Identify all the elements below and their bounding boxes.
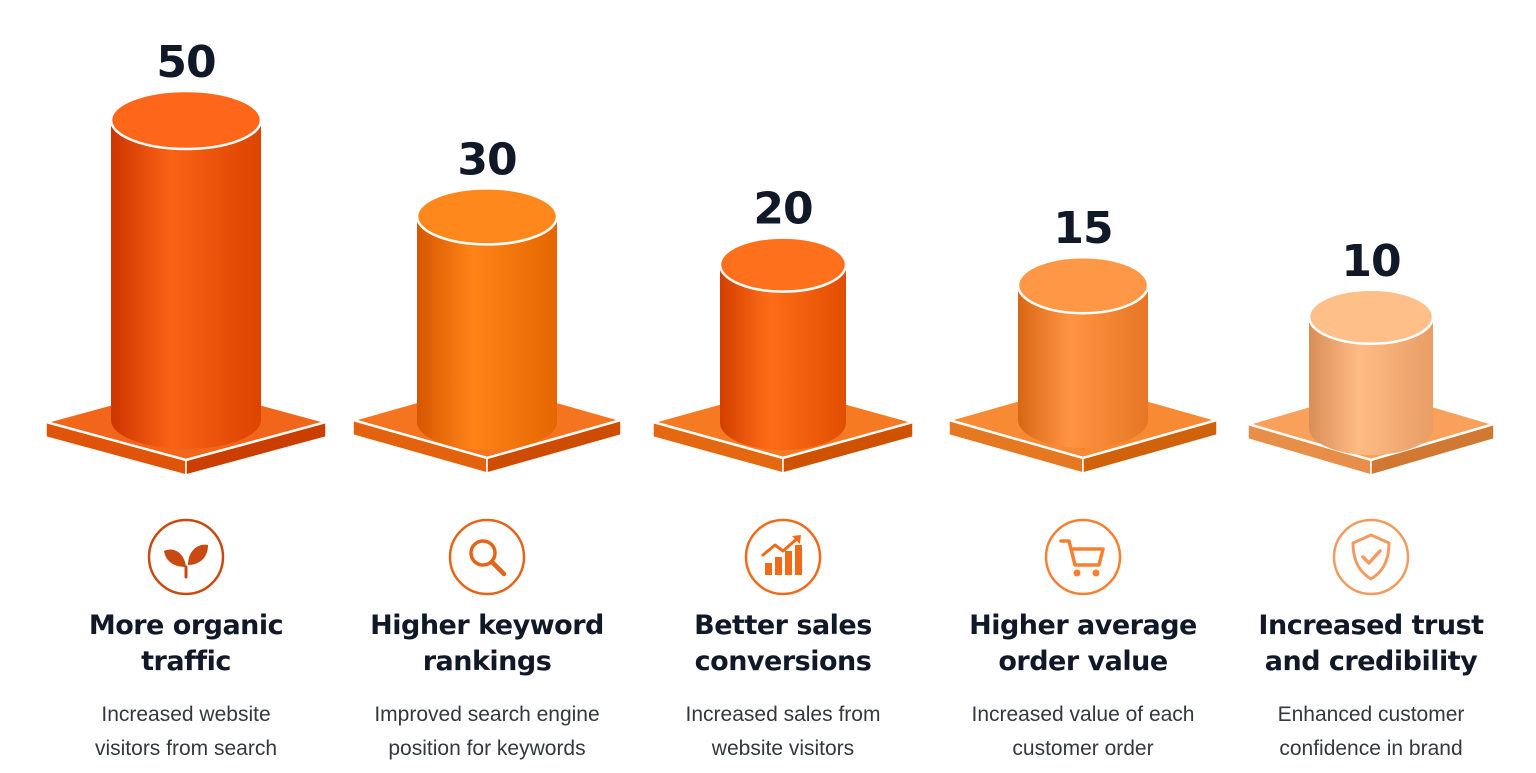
bar-group-1: 50 [41,37,331,476]
leaf-icon [147,518,225,596]
chart-svg: 50 30 20 15 10 [41,37,1499,596]
bar [415,187,559,450]
category-block: Increased trust and credibility Enhanced … [1231,608,1511,766]
category-title: Higher keyword rankings [370,610,604,677]
bar [1016,255,1150,448]
bar-group-5: 10 [1243,236,1499,477]
search-icon [448,518,526,596]
category-block: Higher keyword rankings Improved search e… [347,608,627,766]
shield-check-icon [1332,518,1410,596]
category-description: Increased sales from website visitors [685,703,881,760]
bar-group-4: 15 [944,203,1222,474]
value-label: 30 [457,134,516,185]
bar [1307,288,1435,455]
category-description: Enhanced customer confidence in brand [1277,703,1465,760]
bar [718,236,848,450]
category-block: More organic traffic Increased website vi… [46,608,326,766]
value-label: 50 [156,37,215,88]
category-title: Better sales conversions [694,610,872,677]
value-label: 20 [753,184,812,235]
category-block: Better sales conversions Increased sales … [643,608,923,766]
bar-group-3: 20 [648,184,918,474]
bar-group-2: 30 [348,134,626,474]
shopping-cart-icon [1044,518,1122,596]
value-label: 10 [1341,236,1400,287]
bar [109,89,263,449]
category-description: Improved search engine position for keyw… [374,703,600,760]
category-title: Increased trust and credibility [1258,610,1484,677]
category-block: Higher average order value Increased valu… [943,608,1223,766]
category-description: Increased value of each customer order [971,703,1195,760]
category-title: More organic traffic [88,610,284,677]
growth-chart-icon [744,518,822,596]
category-title: Higher average order value [969,610,1197,677]
value-label: 15 [1053,203,1112,254]
category-description: Increased website visitors from search [94,703,278,760]
